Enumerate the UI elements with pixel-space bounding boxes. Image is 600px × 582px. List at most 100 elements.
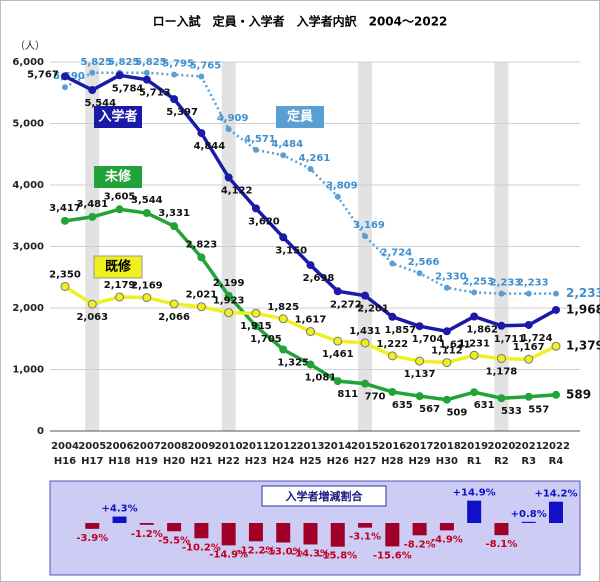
point: [62, 84, 68, 91]
bar-label: -3.1%: [349, 532, 381, 543]
point: [524, 320, 533, 329]
bar: [494, 523, 509, 536]
data-label: 5,544: [84, 98, 116, 109]
data-label: 5,825: [108, 57, 140, 68]
point: [196, 302, 206, 312]
x-era-label: H22: [218, 456, 240, 467]
data-label: 3,169: [353, 220, 385, 231]
legend-label: 定員: [286, 109, 313, 125]
point: [115, 71, 124, 80]
data-label: 2,566: [408, 257, 440, 268]
point: [471, 289, 478, 296]
data-label: 1,431: [349, 326, 381, 337]
bar: [112, 516, 127, 523]
bar-label: -8.1%: [485, 539, 517, 550]
point: [225, 126, 232, 133]
point: [553, 290, 559, 297]
data-label: 1,112: [431, 346, 463, 357]
bar: [467, 500, 482, 523]
data-label: 635: [392, 400, 413, 411]
point: [306, 327, 315, 337]
x-era-label: H30: [436, 456, 458, 467]
x-era-label: H29: [408, 456, 430, 467]
point: [251, 308, 261, 318]
point: [496, 354, 506, 364]
point: [306, 261, 315, 270]
bar: [439, 523, 454, 531]
chart-title: ロー入試 定員・入学者 入学者内訳 2004〜2022: [153, 14, 448, 29]
x-tick-label: 2022: [542, 441, 570, 452]
data-label: 1,862: [466, 324, 498, 335]
data-label: 1,461: [322, 349, 354, 360]
data-label: 2,201: [357, 304, 389, 315]
data-label: 5,767: [27, 69, 59, 80]
x-era-label: H27: [354, 456, 376, 467]
data-label: 5,825: [80, 57, 112, 68]
x-era-label: H17: [81, 456, 103, 467]
data-label: 1,167: [513, 342, 545, 353]
point: [334, 193, 341, 200]
data-label: 567: [419, 404, 440, 415]
point: [415, 356, 425, 366]
data-label: 4,909: [217, 113, 249, 124]
data-label: 1,231: [458, 338, 490, 349]
point: [333, 377, 342, 386]
data-label: 1,704: [412, 334, 444, 345]
point: [551, 341, 561, 351]
data-label: 1,857: [385, 325, 417, 336]
x-tick-label: 2004: [51, 441, 79, 452]
legend-box: [94, 166, 142, 188]
bar: [330, 523, 345, 547]
bar: [85, 523, 100, 529]
point: [525, 290, 532, 297]
data-label: 2,233: [566, 286, 600, 300]
x-era-label: H21: [190, 456, 212, 467]
data-label: 4,844: [194, 141, 226, 152]
point: [224, 308, 234, 318]
data-label: 811: [337, 389, 358, 400]
legend-box: [94, 106, 142, 128]
data-label: 509: [446, 408, 467, 419]
data-label: 2,823: [186, 239, 218, 250]
legend-label: 入学者: [98, 109, 137, 125]
point: [88, 212, 97, 221]
data-label: 2,179: [104, 280, 136, 291]
x-tick-label: 2005: [78, 441, 106, 452]
point: [360, 338, 370, 348]
point: [362, 233, 369, 240]
bar: [248, 523, 263, 542]
bar-label: -3.9%: [76, 533, 108, 544]
x-era-label: H18: [108, 456, 130, 467]
bar-label: -15.8%: [318, 551, 357, 562]
y-tick-label: 0: [37, 426, 44, 437]
point: [416, 270, 423, 277]
bar-label: +0.8%: [511, 509, 547, 520]
bar-label: -8.2%: [404, 539, 436, 550]
x-era-label: H23: [245, 456, 267, 467]
data-label: 1,379: [566, 339, 600, 353]
data-label: 533: [501, 406, 522, 417]
data-label: 5,765: [190, 60, 222, 71]
data-label: 2,253: [462, 276, 494, 287]
point: [498, 290, 505, 297]
point: [524, 392, 533, 401]
point: [60, 281, 70, 291]
point: [415, 322, 424, 331]
y-tick-label: 1,000: [12, 365, 44, 376]
point: [169, 299, 179, 309]
data-label: 1,617: [295, 315, 327, 326]
bar-label: -1.2%: [131, 529, 163, 540]
point: [87, 299, 97, 309]
data-label: 3,331: [158, 208, 190, 219]
data-label: 3,620: [248, 216, 280, 227]
point: [470, 312, 479, 321]
x-era-label: R3: [521, 456, 536, 467]
bar: [521, 521, 536, 523]
data-label: 1,325: [277, 358, 309, 369]
point: [497, 394, 506, 403]
x-tick-label: 2008: [160, 441, 188, 452]
bar-label: -15.6%: [373, 550, 412, 561]
point: [142, 293, 152, 303]
x-era-label: H24: [272, 456, 294, 467]
